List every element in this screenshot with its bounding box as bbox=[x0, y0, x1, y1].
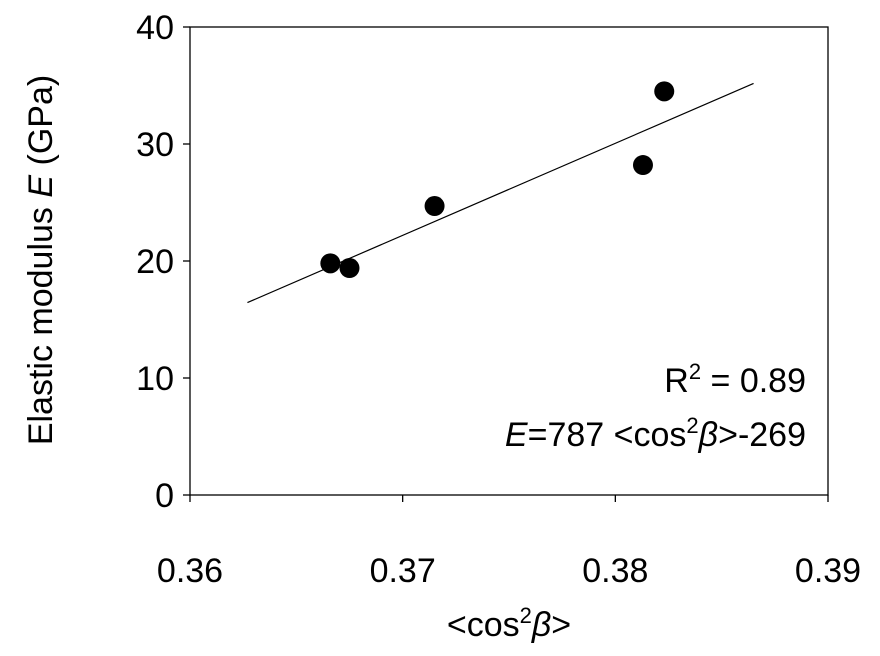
y-tick-label: 0 bbox=[155, 477, 174, 515]
x-tick-label: 0.39 bbox=[795, 552, 861, 590]
data-point bbox=[654, 81, 675, 102]
r2-annotation: R2 = 0.89 bbox=[664, 359, 806, 400]
data-point bbox=[632, 155, 653, 176]
plot-area: 0 10 20 30 40 0.36 0.37 0.38 0.39 bbox=[136, 9, 861, 590]
x-tick-label: 0.37 bbox=[370, 552, 436, 590]
data-point bbox=[424, 196, 445, 217]
fit-equation-annotation: E=787 <cos2β>-269 bbox=[505, 413, 806, 454]
x-tick-label: 0.38 bbox=[582, 552, 648, 590]
x-tick-label: 0.36 bbox=[157, 552, 223, 590]
data-point bbox=[320, 253, 341, 274]
y-tick-label: 40 bbox=[136, 9, 174, 47]
y-tick-label: 20 bbox=[136, 243, 174, 281]
y-tick-label: 30 bbox=[136, 126, 174, 164]
data-point bbox=[339, 258, 360, 279]
x-axis-title: <cos2β> bbox=[447, 603, 571, 644]
y-axis-title: Elastic modulus E (GPa) bbox=[22, 75, 60, 445]
y-tick-label: 10 bbox=[136, 360, 174, 398]
